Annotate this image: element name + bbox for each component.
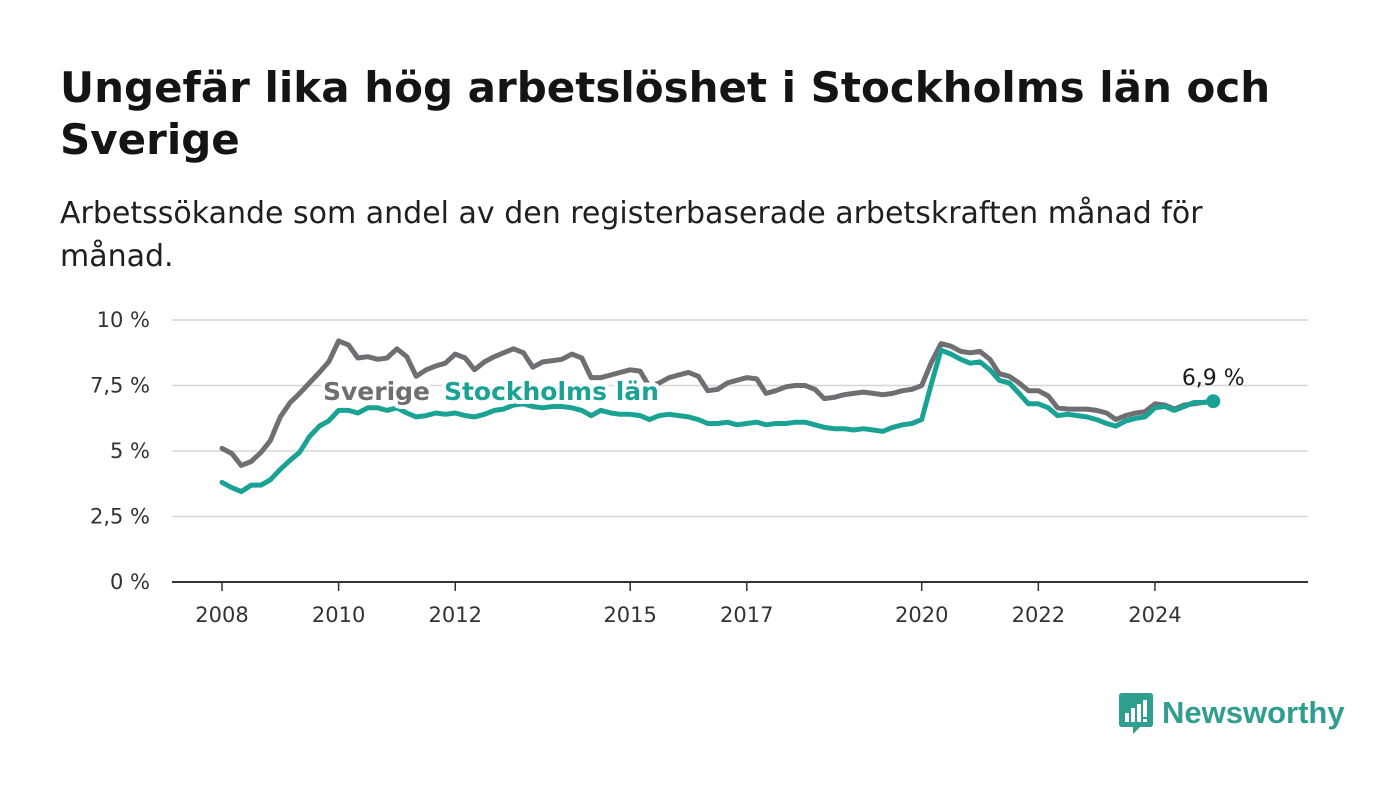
series-label-halo: Sverige <box>323 377 430 406</box>
series-line-sverige <box>219 338 1216 468</box>
y-tick-label: 10 % <box>97 308 150 332</box>
x-tick-label: 2012 <box>429 603 482 627</box>
x-tick-label: 2010 <box>312 603 365 627</box>
x-axis-ticks: 2008 2010 2012 2015 2017 2020 2022 2024 <box>195 582 1182 627</box>
y-tick-label: 2,5 % <box>90 505 150 529</box>
y-tick-label: 5 % <box>110 439 150 463</box>
newsworthy-logo: Newsworthy <box>1118 690 1345 736</box>
chart-subtitle: Arbetssökande som andel av den registerb… <box>60 196 1203 274</box>
series-line-stockholms-l-n <box>219 347 1216 495</box>
newsworthy-logo-text: Newsworthy <box>1162 695 1345 730</box>
y-tick-label: 7,5 % <box>90 374 150 398</box>
y-tick-label: 0 % <box>110 570 150 594</box>
last-point-marker <box>1206 394 1221 409</box>
x-tick-label: 2024 <box>1128 603 1181 627</box>
series-lines <box>219 338 1216 495</box>
x-tick-label: 2022 <box>1012 603 1065 627</box>
y-axis-ticks: 0 % 2,5 % 5 % 7,5 % 10 % <box>90 308 150 594</box>
gridlines <box>172 319 1308 583</box>
chart-title: Ungefär lika hög arbetslöshet i Stockhol… <box>60 63 1271 164</box>
series-label-halo: Stockholms län <box>444 377 659 406</box>
x-tick-label: 2008 <box>195 603 248 627</box>
x-tick-label: 2017 <box>720 603 773 627</box>
series-label: Sverige <box>323 377 430 406</box>
x-tick-label: 2020 <box>895 603 948 627</box>
x-tick-label: 2015 <box>603 603 656 627</box>
last-value-label: 6,9 % <box>1182 366 1245 391</box>
series-label: Stockholms län <box>444 377 659 406</box>
newsworthy-logo-icon <box>1119 693 1153 734</box>
